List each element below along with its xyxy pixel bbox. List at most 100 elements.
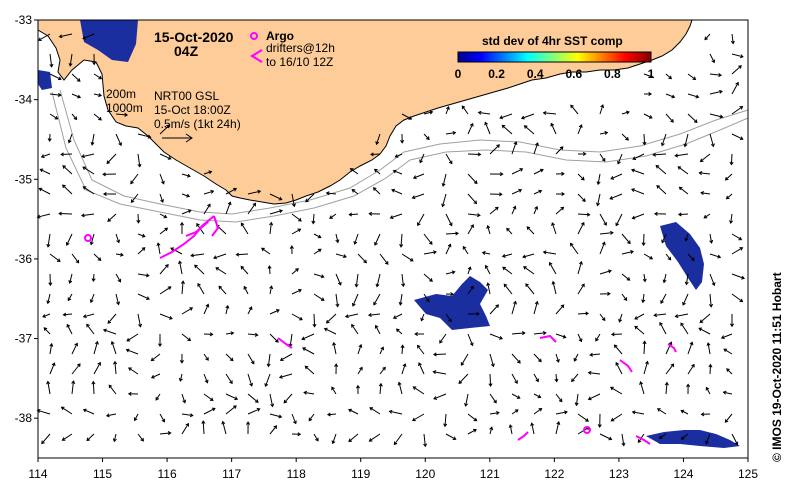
- current-vector: [351, 293, 359, 307]
- current-vector: [631, 168, 645, 175]
- current-vector: [291, 313, 303, 321]
- y-tick-label: -36: [15, 252, 33, 266]
- current-vector: [555, 171, 565, 176]
- current-vector: [554, 373, 559, 383]
- x-tick-label: 121: [480, 467, 500, 481]
- current-vector: [731, 106, 744, 115]
- current-vector: [181, 209, 192, 215]
- current-vector: [102, 191, 116, 197]
- current-vector: [181, 413, 194, 418]
- current-vector: [731, 53, 744, 59]
- current-vector: [720, 333, 733, 339]
- current-vector: [533, 407, 543, 415]
- current-vector: [312, 313, 317, 328]
- current-vector: [555, 410, 568, 415]
- current-vector: [49, 92, 62, 97]
- current-vector: [555, 146, 564, 155]
- current-vector: [523, 266, 535, 275]
- current-vector: [203, 332, 214, 337]
- current-vector: [423, 110, 434, 115]
- current-vector: [39, 168, 51, 175]
- current-vector: [555, 333, 567, 339]
- isobath-200m-label: 200m: [106, 87, 136, 101]
- current-vector: [642, 340, 647, 355]
- current-vector: [313, 273, 325, 279]
- current-vector: [334, 363, 339, 375]
- current-vector: [699, 153, 711, 163]
- current-vector: [197, 282, 205, 295]
- current-vector: [247, 407, 261, 415]
- current-vector: [313, 433, 319, 442]
- current-vector: [709, 89, 723, 95]
- current-vector: [62, 184, 73, 195]
- current-vector: [420, 313, 425, 322]
- colorbar-tick-label: 1: [648, 67, 655, 81]
- current-vector: [411, 193, 425, 200]
- current-vector: [291, 432, 302, 437]
- current-vector: [621, 293, 628, 302]
- current-vector: [731, 273, 745, 280]
- current-vector: [511, 300, 517, 315]
- current-vector: [46, 293, 51, 305]
- current-vector: [520, 113, 535, 120]
- current-vector: [643, 360, 649, 375]
- current-vector: [596, 173, 601, 186]
- current-vector: [724, 413, 733, 423]
- colorbar-title: std dev of 4hr SST comp: [482, 34, 623, 48]
- current-vector: [332, 341, 337, 355]
- current-vector: [486, 282, 491, 295]
- current-vector: [137, 233, 146, 238]
- current-vector: [91, 380, 96, 395]
- isobath-1000m: [51, 91, 749, 223]
- current-vector: [82, 408, 95, 415]
- current-vector: [631, 213, 645, 220]
- current-vector: [181, 307, 194, 315]
- current-vector: [313, 233, 322, 239]
- x-tick-label: 124: [673, 467, 693, 481]
- current-vector: [511, 353, 521, 364]
- x-tick-label: 118: [287, 467, 306, 481]
- current-vector: [225, 373, 233, 385]
- current-vector: [65, 233, 73, 246]
- current-vector: [687, 93, 700, 99]
- current-vectors: [36, 33, 745, 448]
- current-vector: [401, 253, 414, 262]
- current-vector: [432, 370, 447, 375]
- current-vector: [686, 383, 691, 395]
- current-vector: [194, 264, 205, 275]
- current-vector: [555, 420, 561, 435]
- current-vector: [115, 273, 122, 283]
- y-axis: -33 -34 -35 -36 -37 -38: [15, 13, 38, 425]
- y-tick-label: -33: [15, 13, 33, 27]
- current-vector: [462, 245, 469, 255]
- current-vector: [641, 293, 646, 304]
- current-vector: [159, 286, 172, 295]
- current-vector: [110, 340, 117, 355]
- current-vector: [203, 373, 209, 384]
- current-vector: [137, 133, 152, 139]
- current-vector: [49, 362, 56, 375]
- current-vector: [93, 361, 101, 375]
- current-vector: [102, 328, 117, 335]
- current-vector: [159, 153, 172, 160]
- current-vector: [556, 191, 566, 197]
- current-vector: [115, 252, 124, 257]
- current-vector: [357, 366, 363, 375]
- current-vector: [661, 233, 667, 244]
- current-vector: [674, 153, 689, 158]
- current-vector: [542, 250, 557, 255]
- x-tick-label: 116: [158, 467, 177, 481]
- current-vector: [665, 73, 672, 80]
- sst-patch-east: [660, 222, 704, 290]
- current-vector: [93, 73, 103, 80]
- current-vector: [433, 393, 447, 400]
- current-vector: [613, 344, 623, 355]
- current-vector: [269, 333, 279, 343]
- current-vector: [93, 253, 102, 261]
- current-vector: [335, 293, 340, 308]
- y-tick-label: -37: [15, 332, 33, 346]
- current-vector: [269, 425, 278, 435]
- current-vector: [353, 233, 359, 245]
- current-vector: [401, 273, 406, 288]
- current-vector: [81, 153, 95, 159]
